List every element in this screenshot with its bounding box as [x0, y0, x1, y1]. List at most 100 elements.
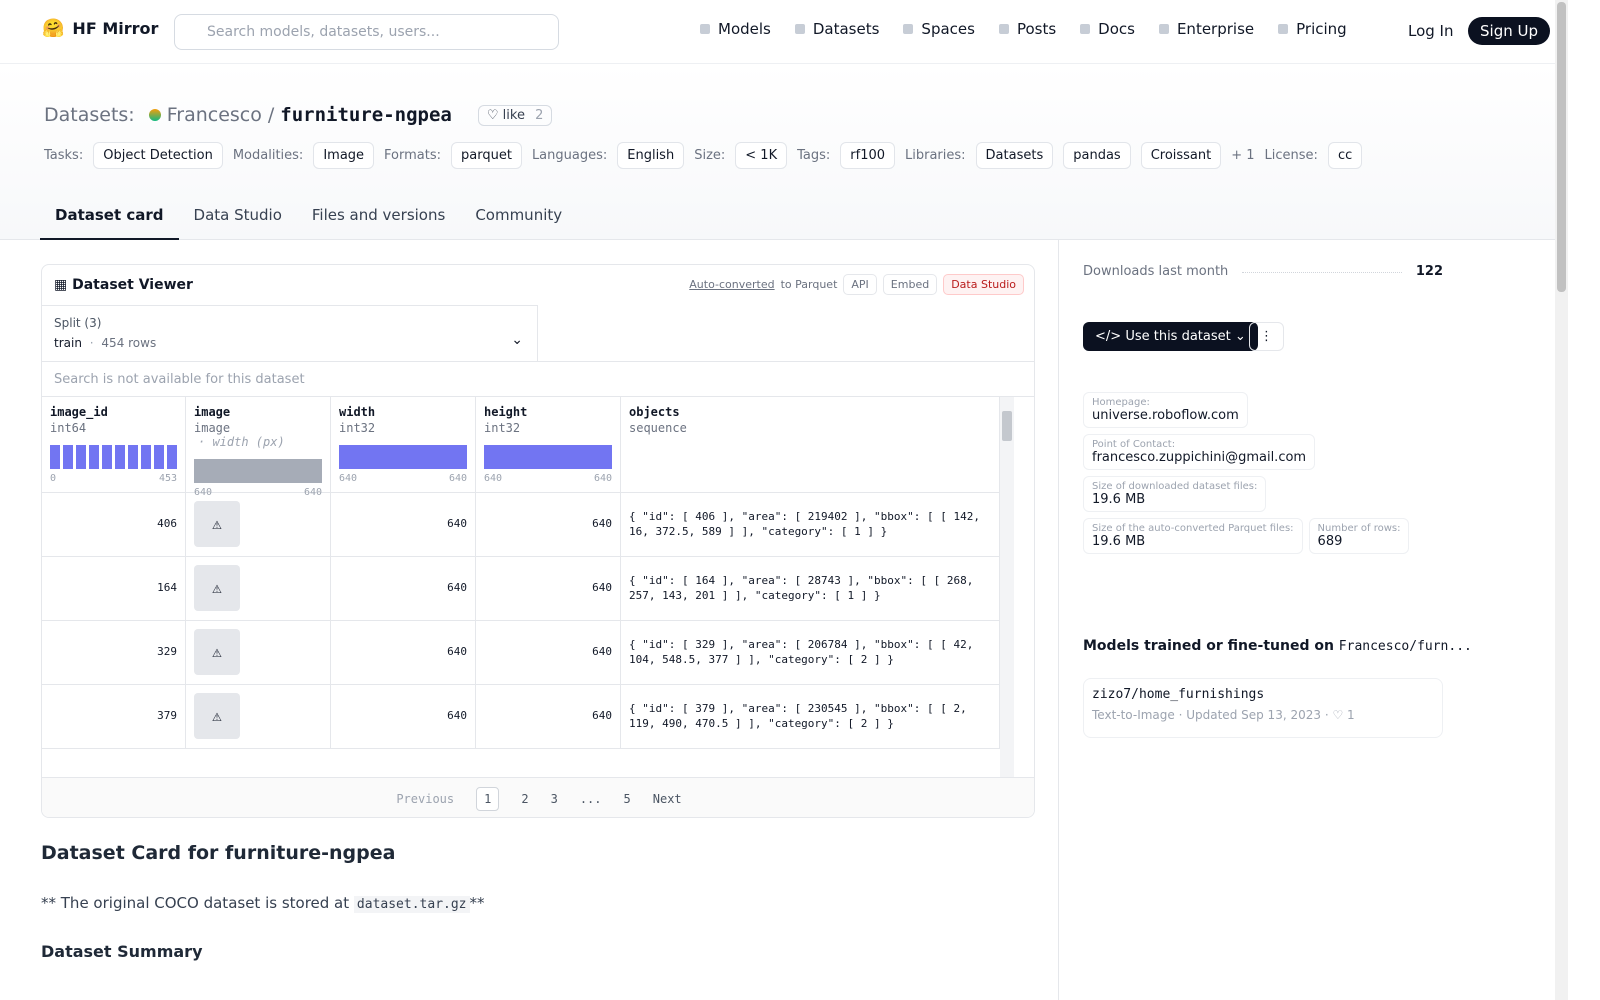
range-max: 640	[448, 473, 467, 484]
page-number[interactable]: 2	[521, 791, 529, 806]
table-cell: ⚠	[186, 685, 331, 749]
meta-pill[interactable]: pandas	[1063, 142, 1131, 169]
table-cell: { "id": [ 329 ], "area": [ 206784 ], "bb…	[621, 621, 1000, 685]
like-label[interactable]: like	[502, 107, 525, 123]
range-min: 640	[339, 473, 358, 484]
meta-label: Size:	[694, 148, 726, 163]
downloads-count: 122	[1415, 264, 1443, 279]
model-name[interactable]: zizo7/home_furnishings	[1092, 687, 1265, 702]
range-min: 640	[194, 487, 213, 498]
table-cell: ⚠	[186, 493, 331, 557]
cell-width: 640	[447, 581, 467, 594]
field-label: Number of rows:	[1317, 523, 1401, 534]
field-label: Homepage:	[1092, 397, 1150, 408]
page-number[interactable]: ...	[579, 791, 602, 806]
table-cell: 379	[42, 685, 186, 749]
meta-pill[interactable]: Object Detection	[93, 142, 223, 169]
meta-pill[interactable]: English	[617, 142, 685, 169]
table-cell: ⚠	[186, 557, 331, 621]
nav-link[interactable]: Enterprise	[1159, 20, 1254, 38]
nav-link[interactable]: Spaces	[903, 20, 975, 38]
metadata-field: Size of the auto-converted Parquet files…	[1083, 518, 1303, 554]
split-name[interactable]: train	[54, 336, 82, 350]
meta-pill[interactable]: Croissant	[1140, 142, 1222, 169]
auto-converted[interactable]: Auto-converted	[689, 278, 775, 291]
meta-label: License:	[1264, 148, 1318, 163]
owner[interactable]: Francesco	[166, 104, 262, 126]
next[interactable]: Next	[652, 791, 682, 806]
meta-pill[interactable]: rf100	[840, 142, 896, 169]
models-repo[interactable]: Francesco/furn...	[1338, 639, 1472, 654]
tab[interactable]: Data Studio	[193, 206, 282, 224]
field-value[interactable]: francesco.zuppichini@gmail.com	[1092, 450, 1307, 465]
use-dataset-text[interactable]: Use this dataset	[1125, 329, 1231, 344]
tab[interactable]: Dataset card	[40, 192, 179, 240]
column-name[interactable]: image	[194, 405, 231, 419]
cell-image-id: 406	[157, 517, 177, 530]
nav-link[interactable]: Models	[700, 20, 771, 38]
brand[interactable]: 🤗 HF Mirror	[42, 18, 159, 39]
meta-pill[interactable]: parquet	[451, 142, 522, 169]
split-label: Split (3)	[54, 316, 102, 330]
cell-height: 640	[592, 581, 612, 594]
like-button[interactable]: ♡ like 2	[477, 104, 553, 126]
signup[interactable]: Sign Up	[1468, 17, 1550, 45]
meta-label: Libraries:	[905, 148, 966, 163]
sidebar: Downloads last month 122 </> Use this dat…	[1058, 240, 1558, 1000]
range: 640 640	[194, 487, 322, 498]
cell-objects: { "id": [ 406 ], "area": [ 219402 ], "bb…	[629, 510, 980, 538]
viewer-search[interactable]: Search is not available for this dataset	[42, 361, 1034, 397]
cell-image-id: 379	[157, 709, 177, 722]
column-header: image_id int64 0 453	[42, 397, 186, 493]
viewer-button[interactable]: API	[843, 274, 877, 295]
meta-pill[interactable]: Datasets	[975, 142, 1054, 169]
metadata-field: Point of Contact: francesco.zuppichini@gm…	[1083, 434, 1316, 470]
dataset-viewer: ▦ Dataset Viewer Auto-converted to Parque…	[41, 264, 1035, 818]
range: 0 453	[50, 473, 177, 484]
section[interactable]: Datasets:	[44, 104, 135, 126]
split-selector[interactable]: Split (3) train · 454 rows ⌄	[42, 305, 538, 361]
meta-pill[interactable]: Image	[313, 142, 375, 169]
nav-link[interactable]: Datasets	[795, 20, 880, 38]
column-name[interactable]: width	[339, 405, 376, 419]
table-cell: 640	[476, 685, 621, 749]
page-number[interactable]: 3	[550, 791, 558, 806]
brand-name[interactable]: HF Mirror	[72, 19, 159, 38]
histogram-bar	[194, 459, 322, 483]
login[interactable]: Log In	[1408, 22, 1454, 40]
field-value[interactable]: universe.roboflow.com	[1092, 408, 1239, 423]
viewer-button[interactable]: Data Studio	[943, 274, 1024, 295]
viewer-button[interactable]: Embed	[882, 274, 938, 295]
meta-pill[interactable]: < 1K	[735, 142, 788, 169]
column-name[interactable]: image_id	[50, 405, 108, 419]
repo-name[interactable]: furniture-ngpea	[280, 104, 452, 126]
nav-link[interactable]: Pricing	[1278, 20, 1347, 38]
top-nav: 🤗 HF Mirror Search models, datasets, user…	[0, 0, 1568, 64]
model-card[interactable]: zizo7/home_furnishings Text-to-Image · U…	[1083, 678, 1443, 738]
tab[interactable]: Files and versions	[311, 206, 446, 224]
previous[interactable]: Previous	[396, 791, 455, 806]
model-likes: 1	[1347, 708, 1355, 722]
search-box[interactable]: Search models, datasets, users...	[174, 14, 559, 50]
model-updated: Updated Sep 13, 2023	[1186, 708, 1321, 722]
nav-link[interactable]: Posts	[999, 20, 1056, 38]
range-max: 640	[593, 473, 612, 484]
page-number[interactable]: 1	[476, 786, 500, 811]
meta-more[interactable]: + 1	[1231, 148, 1255, 163]
table-scrollbar[interactable]	[1000, 397, 1014, 777]
table-cell: 640	[476, 621, 621, 685]
cell-height: 640	[592, 645, 612, 658]
viewer-buttons: Auto-converted to Parquet API Embed Data St…	[689, 274, 1024, 295]
meta-pill[interactable]: cc	[1327, 142, 1363, 169]
cell-width: 640	[447, 709, 467, 722]
nav-link[interactable]: Docs	[1080, 20, 1135, 38]
use-dataset-button[interactable]: </> Use this dataset ⌄	[1083, 322, 1258, 351]
field-value: 689	[1317, 534, 1343, 549]
image-placeholder: ⚠	[194, 629, 240, 675]
more-button[interactable]: ⋮	[1249, 322, 1284, 351]
column-name[interactable]: height	[484, 405, 528, 419]
page-scrollbar[interactable]	[1555, 0, 1568, 1000]
page-number[interactable]: 5	[623, 791, 631, 806]
tab[interactable]: Community	[475, 206, 563, 224]
column-name[interactable]: objects	[629, 405, 680, 419]
